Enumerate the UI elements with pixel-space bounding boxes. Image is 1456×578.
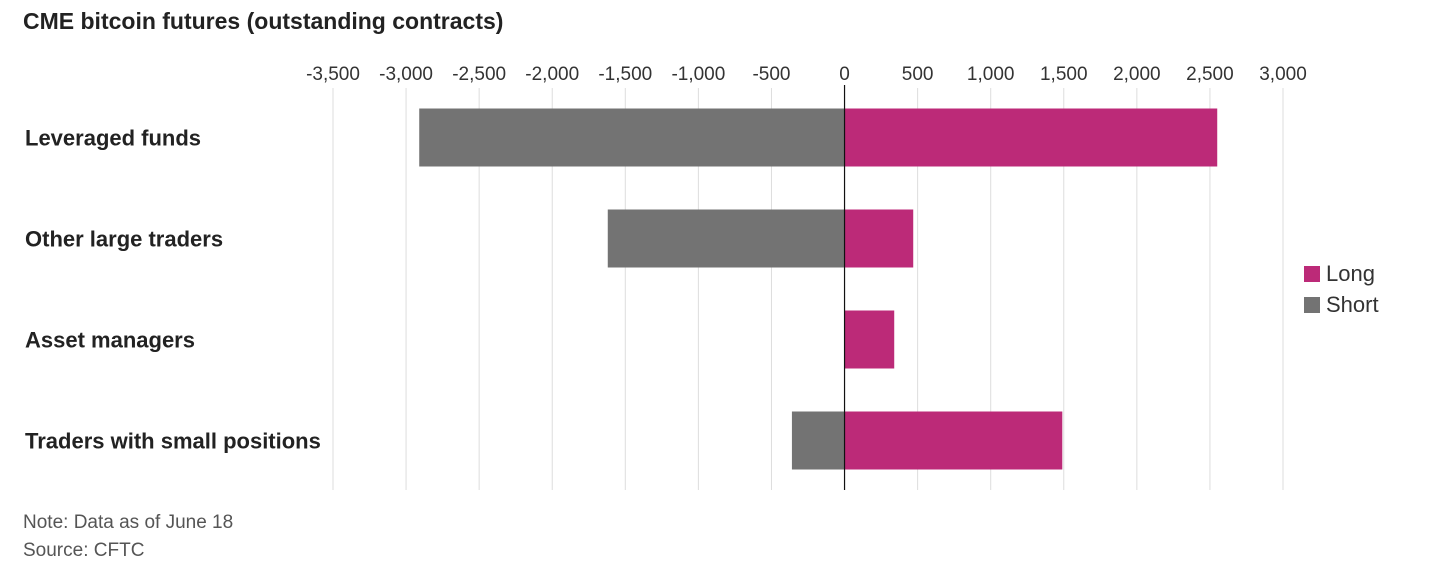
x-tick-label: 0 (839, 64, 850, 85)
x-tick-label: -2,000 (525, 64, 579, 85)
x-tick-label: 2,000 (1113, 64, 1161, 85)
category-label: Traders with small positions (25, 429, 321, 454)
x-tick-label: -2,500 (452, 64, 506, 85)
category-label: Leveraged funds (25, 126, 201, 151)
x-tick-label: 3,000 (1259, 64, 1307, 85)
x-tick-label: 2,500 (1186, 64, 1234, 85)
bar-long (844, 108, 1218, 167)
legend-swatch-long (1304, 265, 1320, 282)
legend-label-long: Long (1326, 260, 1375, 286)
bar-short (791, 411, 845, 470)
x-tick-label: -1,500 (598, 64, 652, 85)
legend-label-short: Short (1326, 291, 1379, 317)
bar-short (419, 108, 845, 167)
category-labels: Leveraged funds Other large traders Asset … (25, 126, 321, 454)
x-tick-label: -1,000 (671, 64, 725, 85)
x-tick-label: -3,500 (306, 64, 360, 85)
x-tick-label: -500 (752, 64, 790, 85)
category-label: Asset managers (25, 328, 195, 353)
x-tick-label: 1,500 (1040, 64, 1088, 85)
legend-item-long: Long (1304, 258, 1379, 289)
legend-swatch-short (1304, 296, 1320, 313)
x-axis-ticks: -3,500 -3,000 -2,500 -2,000 -1,500 -1,000 -500… (306, 64, 1307, 85)
bar-long (844, 310, 895, 369)
bar-short (607, 209, 845, 268)
category-label: Other large traders (25, 227, 223, 252)
bars (419, 108, 1218, 470)
bar-long (844, 209, 914, 268)
x-tick-label: -3,000 (379, 64, 433, 85)
legend-item-short: Short (1304, 289, 1379, 320)
note-text: Note: Data as of June 18 (23, 512, 234, 533)
source-text: Source: CFTC (23, 540, 145, 561)
x-tick-label: 1,000 (967, 64, 1015, 85)
bar-long (844, 411, 1063, 470)
legend: Long Short (1304, 258, 1379, 320)
chart-title: CME bitcoin futures (outstanding contrac… (23, 8, 504, 34)
x-tick-label: 500 (902, 64, 934, 85)
